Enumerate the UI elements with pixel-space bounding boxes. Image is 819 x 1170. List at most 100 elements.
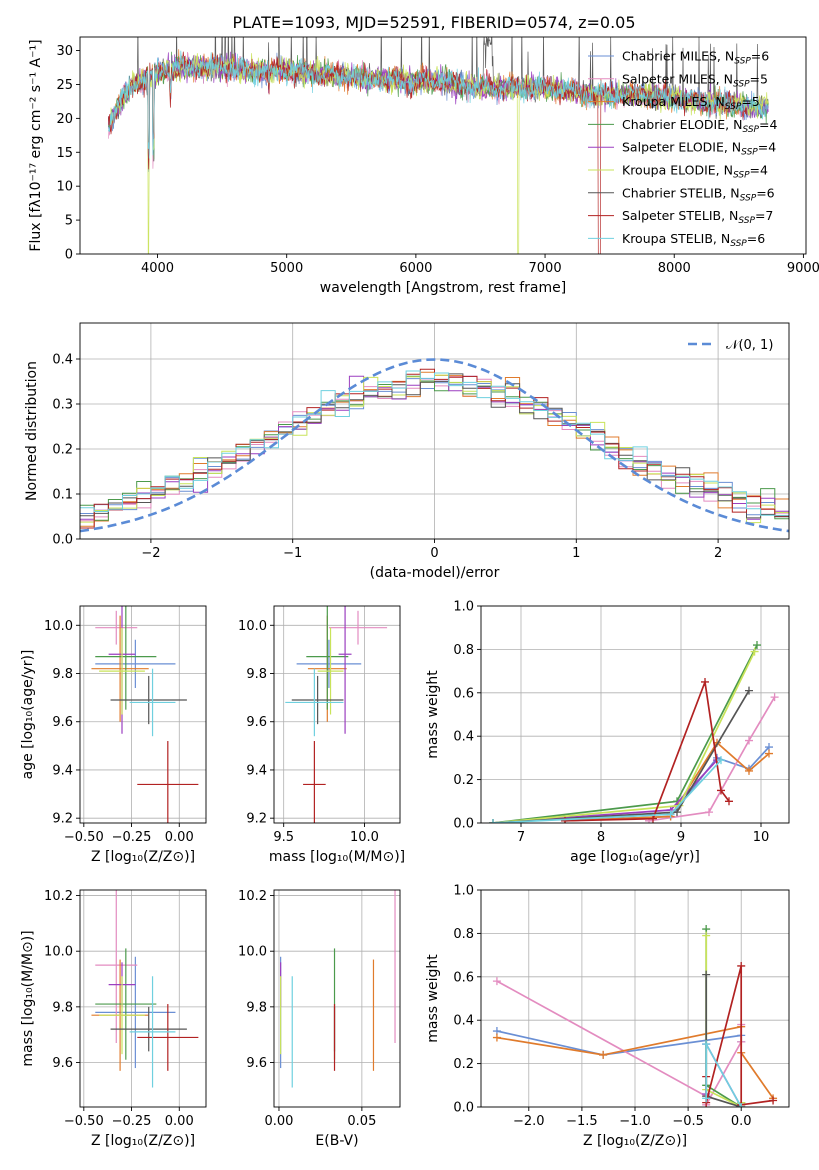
residuals-gauss-curve <box>80 358 789 533</box>
spectrum-ytick-label: 30 <box>56 44 73 59</box>
weight-vs-Z-series-kroupa-elodie <box>702 931 746 1107</box>
age-vs-Z-ytick-label: 9.4 <box>52 763 73 778</box>
age-vs-Z-xtick-label: 0.00 <box>165 830 194 845</box>
weight-vs-age-series-salpeter-miles <box>645 693 779 823</box>
spectrum-title: PLATE=1093, MJD=52591, FIBERID=0574, z=0… <box>232 13 635 32</box>
weight-vs-age-line-chabrier-stelib <box>492 690 750 823</box>
mass-vs-ebv-ticks: 0.00 0.05 9.6 9.8 10.0 10.2 <box>238 889 376 1129</box>
spectrum-axes: 4000 5000 6000 7000 8000 9000 0 5 10 15 20 25 30 wave… <box>28 36 819 296</box>
weight-vs-Z-ylabel: mass weight <box>425 954 441 1043</box>
mass-vs-ebv-xlabel: E(B-V) <box>315 1133 358 1149</box>
residuals-plot-area <box>80 358 789 533</box>
mass-vs-Z-xtick-label: −0.50 <box>64 1114 104 1129</box>
mass-vs-Z-axes: −0.50 −0.25 0.00 9.6 9.8 10.0 10.2 Z [log₁₀(Z/Z… <box>20 889 207 1149</box>
spectrum-ticks: 4000 5000 6000 7000 8000 9000 0 5 10 15 20 25 30 <box>56 44 819 276</box>
weight-vs-age-marker-kroupa-miles <box>745 766 753 775</box>
age-vs-mass-xtick-label: 9.5 <box>273 830 294 845</box>
legend-label-chabrier-miles: Chabrier MILES, NSSP=6 <box>622 49 769 67</box>
legend-label-chabrier-elodie: Chabrier ELODIE, NSSP=4 <box>622 117 777 135</box>
weight-vs-Z-ticks: −2.0 −1.5 −1.0 −0.5 0.0 0.0 0.2 0.4 0.6 0.8 1.0 <box>453 884 751 1130</box>
legend-label-salpeter-stelib: Salpeter STELIB, NSSP=7 <box>622 208 773 226</box>
weight-vs-age-marker-salpeter-miles <box>705 808 713 817</box>
weight-vs-age-series-kroupa-elodie <box>489 647 759 823</box>
age-vs-mass-errorbar-salpeter-miles <box>328 610 388 645</box>
spectrum-xtick-label: 7000 <box>529 261 562 276</box>
weight-vs-Z-series-kroupa-stelib <box>702 1040 746 1107</box>
residuals-hist-chabrier-stelib <box>80 373 789 519</box>
mass-vs-Z-ylabel: mass [log₁₀(M/M⊙)] <box>20 930 36 1066</box>
weight-vs-Z-marker-salpeter-stelib <box>769 1096 778 1105</box>
weight-vs-age-marker-salpeter-miles <box>770 693 779 702</box>
mass-vs-Z-errorbar-salpeter-miles <box>95 890 138 1044</box>
weight-vs-Z-xtick-label: 0.0 <box>731 1114 752 1129</box>
age-vs-Z-errorbar-salpeter-miles <box>95 610 138 645</box>
weight-vs-Z-plot-area <box>492 925 778 1107</box>
spectrum-xtick-label: 9000 <box>787 261 819 276</box>
age-vs-Z-xlabel: Z [log₁₀(Z/Z⊙)] <box>91 849 195 865</box>
weight-vs-age-marker-salpeter-stelib <box>561 816 569 823</box>
legend-label-salpeter-elodie: Salpeter ELODIE, NSSP=4 <box>622 140 776 158</box>
spectrum-xtick-label: 4000 <box>141 261 174 276</box>
spectrum-ytick-label: 15 <box>56 146 73 161</box>
weight-vs-Z-marker-chabrier-stelib <box>702 970 711 979</box>
weight-vs-age-ytick-label: 0.4 <box>453 730 474 745</box>
age-vs-mass-ytick-label: 9.8 <box>246 667 267 682</box>
mass-vs-Z-ytick-label: 9.8 <box>52 1000 73 1015</box>
weight-vs-Z-xtick-label: −1.0 <box>619 1114 651 1129</box>
weight-vs-age-marker-salpeter-stelib <box>701 677 709 686</box>
mass-vs-Z-errorbar-salpeter-stelib <box>137 1004 199 1071</box>
mass-vs-Z-errorbar-chabrier-miles <box>95 956 176 1069</box>
age-vs-Z-ticks: −0.50 −0.25 0.00 9.2 9.4 9.6 9.8 10.0 <box>44 619 194 845</box>
age-vs-Z-errorbar-kroupa-stelib <box>129 668 176 737</box>
legend-label-kroupa-elodie: Kroupa ELODIE, NSSP=4 <box>622 163 768 181</box>
mass-vs-ebv-ytick-label: 10.0 <box>238 945 267 960</box>
mass-vs-Z-xtick-label: −0.25 <box>112 1114 152 1129</box>
mass-vs-ebv-ytick-label: 9.6 <box>246 1056 267 1071</box>
legend-label-gauss: 𝒩(0, 1) <box>726 338 773 353</box>
weight-vs-age-marker-salpeter-stelib <box>717 786 725 795</box>
weight-vs-age-axes: 7 8 9 10 0.0 0.2 0.4 0.6 0.8 1.0 age [log₁₀(age/yr… <box>425 600 790 865</box>
age-vs-Z-ytick-label: 9.2 <box>52 812 73 827</box>
weight-vs-age-xlabel: age [log₁₀(age/yr)] <box>570 849 700 865</box>
age-vs-mass-frame <box>273 605 401 824</box>
weight-vs-Z-xlabel: Z [log₁₀(Z/Z⊙)] <box>583 1133 687 1149</box>
weight-vs-age-xtick-label: 10 <box>753 830 770 845</box>
mass-vs-Z-ytick-label: 9.6 <box>52 1056 73 1071</box>
weight-vs-Z-ytick-label: 0.4 <box>453 1014 474 1029</box>
weight-vs-Z-marker-kroupa-miles <box>599 1050 608 1059</box>
age-vs-Z-ylabel: age [log₁₀(age/yr)] <box>20 650 36 780</box>
mass-vs-ebv-ytick-label: 9.8 <box>246 1000 267 1015</box>
legend-label-kroupa-stelib: Kroupa STELIB, NSSP=6 <box>622 231 765 249</box>
age-vs-mass-errorbar-salpeter-elodie <box>338 606 352 734</box>
residuals-ylabel: Normed distribution <box>24 361 40 501</box>
weight-vs-Z-ytick-label: 0.8 <box>453 927 474 942</box>
mass-vs-ebv-xtick-label: 0.00 <box>264 1114 293 1129</box>
mass-vs-Z-ticks: −0.50 −0.25 0.00 9.6 9.8 10.0 10.2 <box>44 889 194 1129</box>
legend-label-chabrier-stelib: Chabrier STELIB, NSSP=6 <box>622 185 775 203</box>
weight-vs-Z-axes: −2.0 −1.5 −1.0 −0.5 0.0 0.0 0.2 0.4 0.6 0.8 1.0 Z [… <box>425 884 790 1149</box>
weight-vs-age-line-salpeter-elodie <box>492 759 718 823</box>
weight-vs-Z-ytick-label: 0.2 <box>453 1057 474 1072</box>
weight-vs-age-series-salpeter-stelib <box>561 677 733 823</box>
weight-vs-Z-marker-kroupa-stelib <box>702 1094 711 1103</box>
age-vs-Z-errorbar-kroupa-elodie <box>99 627 145 715</box>
residuals-xlabel: (data-model)/error <box>370 565 500 581</box>
spectrum-xtick-label: 8000 <box>658 261 691 276</box>
weight-vs-age-series-chabrier-elodie <box>489 641 761 823</box>
legend-label-kroupa-miles: Kroupa MILES, NSSP=5 <box>622 94 760 112</box>
age-vs-Z-ytick-label: 10.0 <box>44 619 73 634</box>
spectrum-line-kroupa-stelib <box>108 50 769 159</box>
weight-vs-age-marker-salpeter-stelib <box>725 797 733 806</box>
age-vs-Z-errorbar-salpeter-stelib <box>137 741 199 823</box>
residuals-xtick-label: 0 <box>430 546 438 561</box>
residuals-xtick-label: −1 <box>283 546 302 561</box>
residuals-hist-kroupa-stelib <box>80 370 789 516</box>
age-vs-mass-xlabel: mass [log₁₀(M/M⊙)] <box>269 849 405 865</box>
weight-vs-age-ytick-label: 1.0 <box>453 600 474 615</box>
weight-vs-age-ticks: 7 8 9 10 0.0 0.2 0.4 0.6 0.8 1.0 <box>453 600 769 846</box>
weight-vs-Z-marker-salpeter-miles <box>492 977 501 986</box>
weight-vs-Z-xtick-label: −0.5 <box>672 1114 704 1129</box>
residuals-axes: −2 −1 0 1 2 0.0 0.1 0.2 0.3 0.4 (data-model)/error… <box>24 322 790 581</box>
age-vs-mass-ticks: 9.5 10.0 9.2 9.4 9.6 9.8 10.0 <box>238 619 379 845</box>
weight-vs-age-ytick-label: 0.2 <box>453 773 474 788</box>
